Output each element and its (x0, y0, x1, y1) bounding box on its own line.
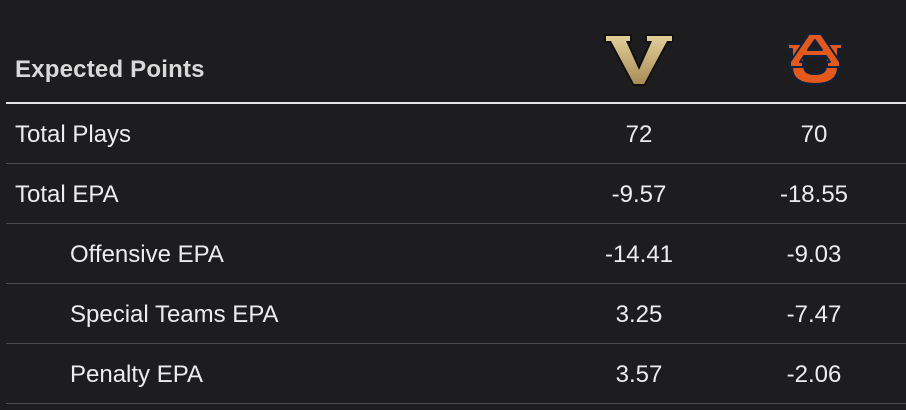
table-row-offensive-epa: Offensive EPA -14.41 -9.03 (6, 224, 906, 284)
expected-points-table: Expected Points Total Plays 72 70 (6, 0, 906, 404)
team-b-value: -2.06 (786, 361, 842, 388)
team-b-value: -18.55 (779, 181, 849, 208)
table-row-penalty-epa: Penalty EPA 3.57 -2.06 (6, 344, 906, 404)
team-b-value: -9.03 (786, 241, 842, 268)
team-a-value: -9.57 (611, 181, 667, 208)
table-row-total-plays: Total Plays 72 70 (6, 104, 906, 164)
row-label: Special Teams EPA (70, 301, 279, 328)
team-a-value: 3.25 (615, 301, 663, 328)
table-title: Expected Points (15, 56, 205, 83)
team-a-value: 72 (625, 121, 653, 148)
row-label: Offensive EPA (70, 241, 224, 268)
vanderbilt-v-logo-icon (604, 34, 674, 86)
team-a-value: -14.41 (604, 241, 674, 268)
auburn-au-logo-icon (787, 33, 843, 85)
table-row-total-epa: Total EPA -9.57 -18.55 (6, 164, 906, 224)
team-b-value: 70 (800, 121, 828, 148)
row-label: Total Plays (15, 121, 132, 148)
team-b-value: -7.47 (786, 301, 842, 328)
team-a-value: 3.57 (615, 361, 663, 388)
table-header: Expected Points (6, 0, 906, 104)
table-row-special-teams-epa: Special Teams EPA 3.25 -7.47 (6, 284, 906, 344)
row-label: Total EPA (15, 181, 119, 208)
row-label: Penalty EPA (70, 361, 203, 388)
